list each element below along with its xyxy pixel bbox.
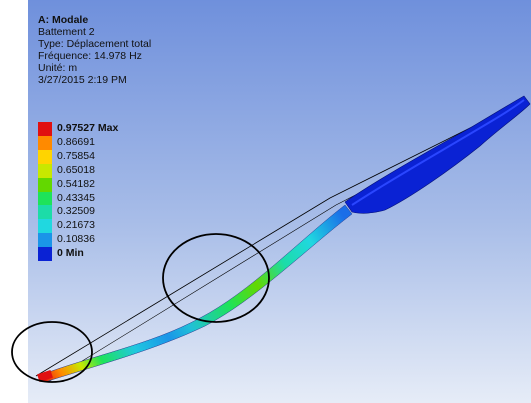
legend-row: 0 Min (38, 246, 238, 262)
legend-label: 0.10836 (57, 233, 95, 246)
legend-row: 0.43345 (38, 191, 238, 206)
legend-swatch (38, 163, 52, 178)
legend-swatch (38, 177, 52, 192)
legend-row: 0.10836 (38, 232, 238, 248)
result-type: Type: Déplacement total (38, 38, 152, 50)
timestamp: 3/27/2015 2:19 PM (38, 74, 127, 86)
legend-swatch (38, 122, 52, 136)
legend-row: 0.75854 (38, 149, 238, 164)
blade-upper-highlight (351, 99, 525, 206)
analysis-title: A: Modale (38, 14, 89, 26)
legend-row: 0.21673 (38, 218, 238, 234)
legend-swatch (38, 149, 52, 164)
undeformed-outline (35, 102, 521, 377)
legend-row: 0.54182 (38, 177, 238, 192)
result-info-panel: A: Modale Battement 2 Type: Déplacement … (38, 14, 151, 86)
legend-label: 0.97527 Max (57, 122, 119, 134)
legend-row: 0.97527 Max (38, 121, 238, 136)
legend-label: 0.43345 (57, 191, 95, 204)
legend-swatch (38, 233, 52, 248)
mode-name: Battement 2 (38, 26, 95, 38)
blade-tip-max (37, 370, 53, 382)
legend-row: 0.65018 (38, 163, 238, 178)
legend-row: 0.86691 (38, 135, 238, 150)
legend-swatch (38, 205, 52, 220)
annotation-circle-mid (162, 233, 270, 323)
annotation-circle-tip (11, 321, 93, 383)
legend-swatch (38, 219, 52, 234)
legend-label: 0.54182 (57, 177, 95, 190)
blade-lower-section (37, 204, 353, 383)
legend-row: 0.32509 (38, 204, 238, 220)
legend-swatch (38, 191, 52, 206)
legend-label: 0.21673 (57, 219, 95, 232)
legend-label: 0 Min (57, 247, 84, 260)
unit-readout: Unité: m (38, 62, 78, 74)
legend-label: 0.86691 (57, 135, 95, 148)
legend-label: 0.65018 (57, 163, 95, 176)
frequency-readout: Fréquence: 14.978 Hz (38, 50, 142, 62)
legend-swatch (38, 247, 52, 262)
legend-label: 0.32509 (57, 205, 95, 218)
legend-label: 0.75854 (57, 149, 95, 162)
legend-swatch (38, 135, 52, 150)
